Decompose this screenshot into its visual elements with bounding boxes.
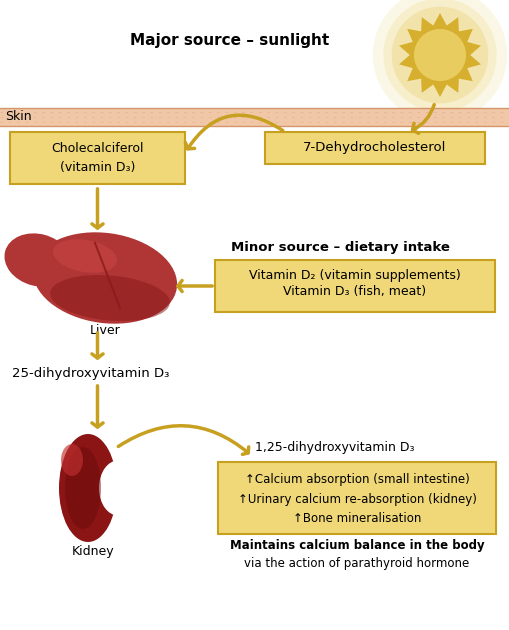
- Text: Maintains calcium balance in the body: Maintains calcium balance in the body: [229, 539, 484, 551]
- Ellipse shape: [33, 232, 177, 324]
- Text: Major source – sunlight: Major source – sunlight: [130, 33, 329, 47]
- Circle shape: [383, 0, 496, 112]
- Polygon shape: [398, 13, 480, 97]
- Text: Skin: Skin: [5, 110, 32, 123]
- Text: Vitamin D₂ (vitamin supplements): Vitamin D₂ (vitamin supplements): [248, 270, 460, 282]
- Ellipse shape: [99, 461, 137, 515]
- Ellipse shape: [50, 275, 169, 321]
- Ellipse shape: [61, 444, 83, 476]
- Ellipse shape: [65, 447, 101, 529]
- Text: 25-dihydroxyvitamin D₃: 25-dihydroxyvitamin D₃: [12, 367, 169, 379]
- Text: 1,25-dihydroxyvitamin D₃: 1,25-dihydroxyvitamin D₃: [254, 442, 414, 454]
- Ellipse shape: [59, 434, 117, 542]
- Circle shape: [391, 7, 487, 103]
- Ellipse shape: [42, 240, 97, 300]
- Text: Minor source – dietary intake: Minor source – dietary intake: [230, 241, 448, 255]
- Circle shape: [372, 0, 506, 122]
- FancyBboxPatch shape: [215, 260, 494, 312]
- Text: Liver: Liver: [90, 323, 120, 336]
- Text: ↑Calcium absorption (small intestine): ↑Calcium absorption (small intestine): [244, 474, 468, 486]
- Text: ↑Bone mineralisation: ↑Bone mineralisation: [292, 512, 420, 525]
- Text: Kidney: Kidney: [72, 546, 114, 559]
- Ellipse shape: [53, 239, 117, 273]
- Text: ↑Urinary calcium re-absorption (kidney): ↑Urinary calcium re-absorption (kidney): [237, 493, 475, 505]
- Text: via the action of parathyroid hormone: via the action of parathyroid hormone: [244, 556, 469, 570]
- Ellipse shape: [5, 233, 71, 287]
- Text: Cholecalciferol
(vitamin D₃): Cholecalciferol (vitamin D₃): [51, 142, 144, 173]
- Bar: [0, 108, 509, 126]
- Text: 7-Dehydrocholesterol: 7-Dehydrocholesterol: [303, 142, 446, 154]
- FancyBboxPatch shape: [265, 132, 484, 164]
- Circle shape: [413, 29, 465, 81]
- FancyBboxPatch shape: [217, 462, 495, 534]
- FancyBboxPatch shape: [10, 132, 185, 184]
- Text: Vitamin D₃ (fish, meat): Vitamin D₃ (fish, meat): [283, 285, 426, 299]
